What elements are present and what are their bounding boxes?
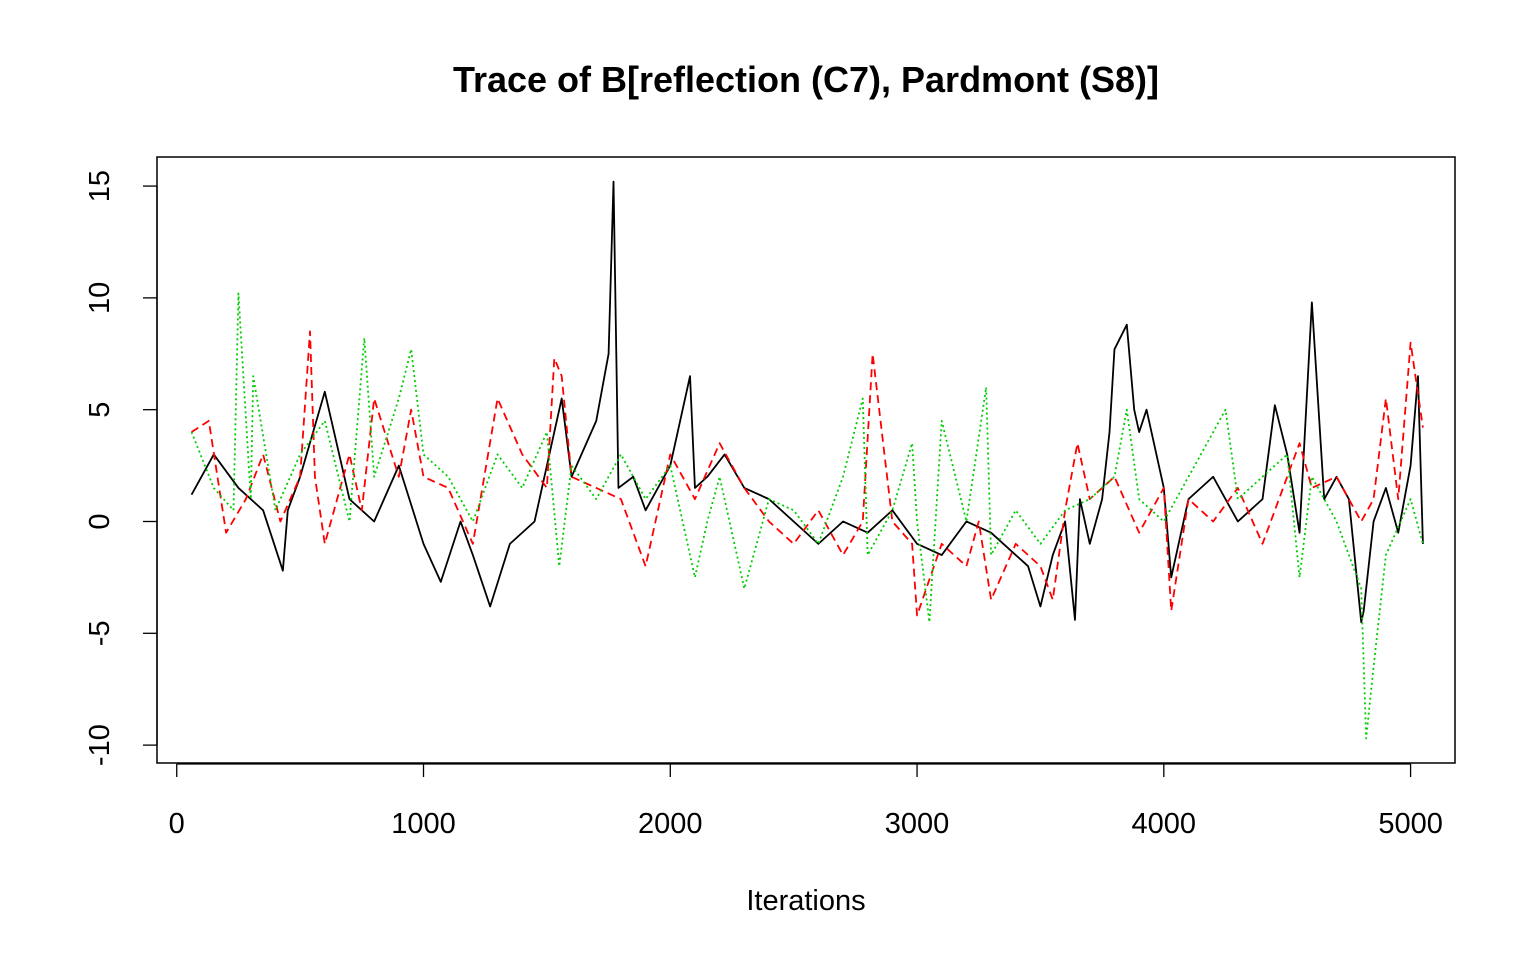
y-tick-label: 10 bbox=[84, 282, 116, 314]
trace-series-3 bbox=[190, 292, 1424, 740]
y-tick-label: -10 bbox=[84, 724, 116, 766]
x-tick-label: 5000 bbox=[1378, 808, 1443, 840]
series-layer bbox=[190, 180, 1424, 740]
x-axis: 0 1000 2000 3000 4000 5000 bbox=[169, 763, 1443, 840]
y-axis: -10 -5 0 5 10 15 bbox=[84, 170, 158, 766]
y-tick-label: 0 bbox=[84, 513, 116, 529]
y-tick-label: 15 bbox=[84, 170, 116, 202]
chart-title: Trace of B[reflection (C7), Pardmont (S8… bbox=[453, 59, 1159, 100]
x-tick-label: 0 bbox=[169, 808, 185, 840]
trace-series-2 bbox=[191, 330, 1424, 617]
y-tick-label: 5 bbox=[84, 402, 116, 418]
trace-series-1 bbox=[190, 180, 1424, 624]
x-tick-label: 4000 bbox=[1132, 808, 1197, 840]
y-tick-label: -5 bbox=[84, 620, 116, 646]
x-tick-label: 1000 bbox=[391, 808, 456, 840]
x-axis-label: Iterations bbox=[746, 885, 865, 917]
x-tick-label: 3000 bbox=[885, 808, 950, 840]
plot-area bbox=[156, 156, 1456, 764]
x-tick-label: 2000 bbox=[638, 808, 703, 840]
